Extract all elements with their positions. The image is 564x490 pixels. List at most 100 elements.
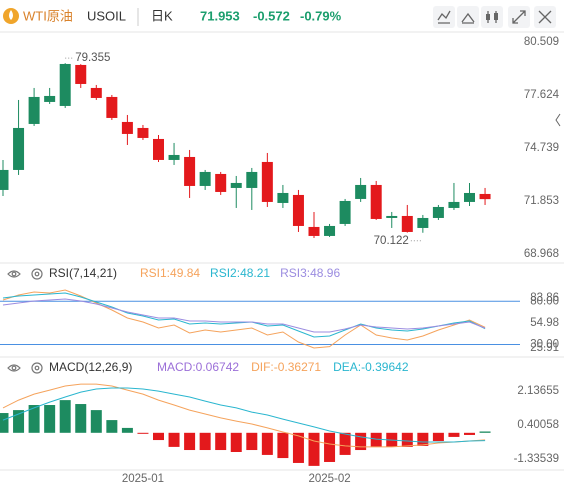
candle-body — [355, 184, 367, 199]
candle-body — [90, 87, 102, 98]
tool-button[interactable] — [457, 6, 479, 28]
legend-entry: DEA:-0.39642 — [333, 360, 409, 374]
legend-value: 49.84 — [170, 266, 200, 280]
macd-bar — [90, 410, 102, 433]
y-tick-label: 83.86 — [530, 292, 559, 304]
price: 71.953 — [200, 8, 240, 23]
legend-name: RSI2: — [210, 266, 240, 280]
macd-bar — [355, 432, 367, 451]
legend-entry: DIF:-0.36271 — [251, 360, 321, 374]
macd-line — [2, 383, 486, 448]
y-tick-label: 74.739 — [524, 142, 559, 154]
y-tick-label: 68.968 — [524, 248, 559, 260]
candle-body — [75, 64, 87, 84]
macd-bar — [292, 432, 304, 463]
y-tick-label: 77.624 — [524, 89, 560, 101]
level-label: 30.00 — [530, 338, 559, 350]
macd-bar — [261, 432, 273, 455]
macd-bar — [230, 432, 242, 452]
macd-bar — [0, 413, 9, 433]
macd-bar — [106, 420, 118, 433]
rsi-line — [2, 298, 486, 333]
macd-bar — [464, 432, 475, 435]
change-pct: -0.79% — [300, 8, 342, 23]
macd-bar — [479, 431, 491, 433]
candle-body — [417, 217, 429, 228]
macd-bar — [153, 432, 164, 441]
macd-bar — [324, 432, 336, 462]
candle-body — [215, 173, 227, 192]
tool-button[interactable] — [481, 6, 503, 28]
macd-bar — [168, 432, 180, 447]
candle-body — [479, 193, 491, 200]
macd-bar — [417, 432, 429, 446]
macd-bar — [339, 432, 351, 455]
candle-body — [277, 192, 289, 203]
macd-bar — [28, 405, 40, 433]
macd-bar — [277, 432, 289, 459]
eye-icon-pupil — [11, 271, 17, 277]
gear-icon-center — [34, 365, 40, 371]
candle-body — [370, 184, 382, 219]
tool-icon — [461, 12, 475, 24]
macd-bar — [432, 432, 444, 442]
legend-name: DEA: — [333, 360, 361, 374]
tool-icon — [437, 10, 451, 24]
candle-body — [59, 63, 71, 106]
legend-name: RSI1: — [140, 266, 170, 280]
candle-body — [106, 96, 118, 118]
y-tick-label: -1.33539 — [514, 453, 559, 465]
gear-icon[interactable] — [31, 268, 43, 280]
candle-body — [44, 95, 56, 102]
tool-icon — [512, 10, 526, 24]
y-tick-label: 80.509 — [524, 36, 559, 48]
legend-entry: RSI3:48.96 — [280, 266, 340, 280]
collapse-arrow[interactable] — [555, 113, 561, 127]
macd-bar — [448, 432, 460, 437]
rsi-line — [2, 292, 486, 338]
candle-body — [28, 96, 40, 124]
period[interactable]: 日K — [151, 8, 173, 23]
tool-icon — [538, 10, 552, 24]
candle-body — [464, 192, 475, 202]
candle-body — [448, 201, 460, 208]
eye-icon[interactable] — [7, 270, 21, 278]
macd-bar — [215, 432, 227, 451]
candle-body — [432, 206, 444, 218]
symbol-code: USOIL — [87, 8, 126, 23]
tool-button[interactable] — [433, 6, 455, 28]
macd-bar — [199, 432, 211, 451]
candle-body — [246, 171, 258, 188]
legend-value: 48.96 — [310, 266, 340, 280]
candle-body — [292, 194, 304, 226]
macd-title: MACD(12,26,9) — [49, 360, 132, 374]
legend-value: -0.39642 — [361, 360, 409, 374]
level-label: 80.00 — [530, 295, 559, 307]
high-marker-label: 79.355 — [75, 52, 110, 64]
rsi-header-icons — [7, 268, 43, 374]
macd-bar — [121, 427, 133, 433]
macd-bar — [44, 405, 56, 433]
rsi-title: RSI(7,14,21) — [49, 266, 117, 280]
y-tick-label: 54.98 — [530, 317, 559, 329]
legend-entry: MACD:0.06742 — [157, 360, 239, 374]
legend-value: 48.21 — [240, 266, 270, 280]
rsi-line — [2, 289, 486, 349]
candle-body — [324, 225, 336, 236]
macd-bar — [59, 400, 71, 433]
symbol-name: WTI原油 — [23, 8, 73, 23]
macd-bar — [184, 432, 196, 451]
eye-icon[interactable] — [7, 364, 21, 372]
macd-bar — [246, 432, 258, 451]
gear-icon[interactable] — [31, 362, 43, 374]
candle-body — [339, 200, 351, 224]
symbol-icon-drop — [9, 10, 13, 20]
candle-body — [0, 169, 9, 190]
legend-name: RSI3: — [280, 266, 310, 280]
tool-icon — [486, 14, 490, 20]
y-tick-label: 25.91 — [530, 342, 559, 354]
candle-body — [386, 215, 398, 218]
legend-entry: RSI2:48.21 — [210, 266, 270, 280]
candle-body — [137, 127, 149, 138]
